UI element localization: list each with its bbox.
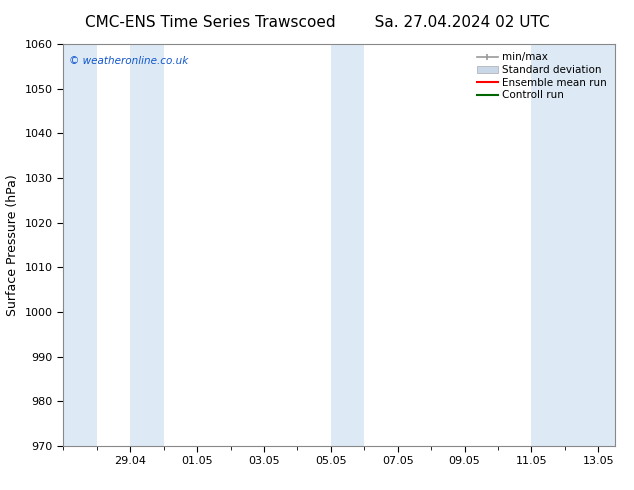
Bar bbox=[130, 44, 164, 446]
Bar bbox=[531, 44, 615, 446]
Text: CMC-ENS Time Series Trawscoed        Sa. 27.04.2024 02 UTC: CMC-ENS Time Series Trawscoed Sa. 27.04.… bbox=[85, 15, 549, 30]
Legend: min/max, Standard deviation, Ensemble mean run, Controll run: min/max, Standard deviation, Ensemble me… bbox=[474, 49, 610, 103]
Text: © weatheronline.co.uk: © weatheronline.co.uk bbox=[69, 56, 188, 66]
Y-axis label: Surface Pressure (hPa): Surface Pressure (hPa) bbox=[6, 174, 19, 316]
Bar bbox=[331, 44, 365, 446]
Bar bbox=[63, 44, 97, 446]
